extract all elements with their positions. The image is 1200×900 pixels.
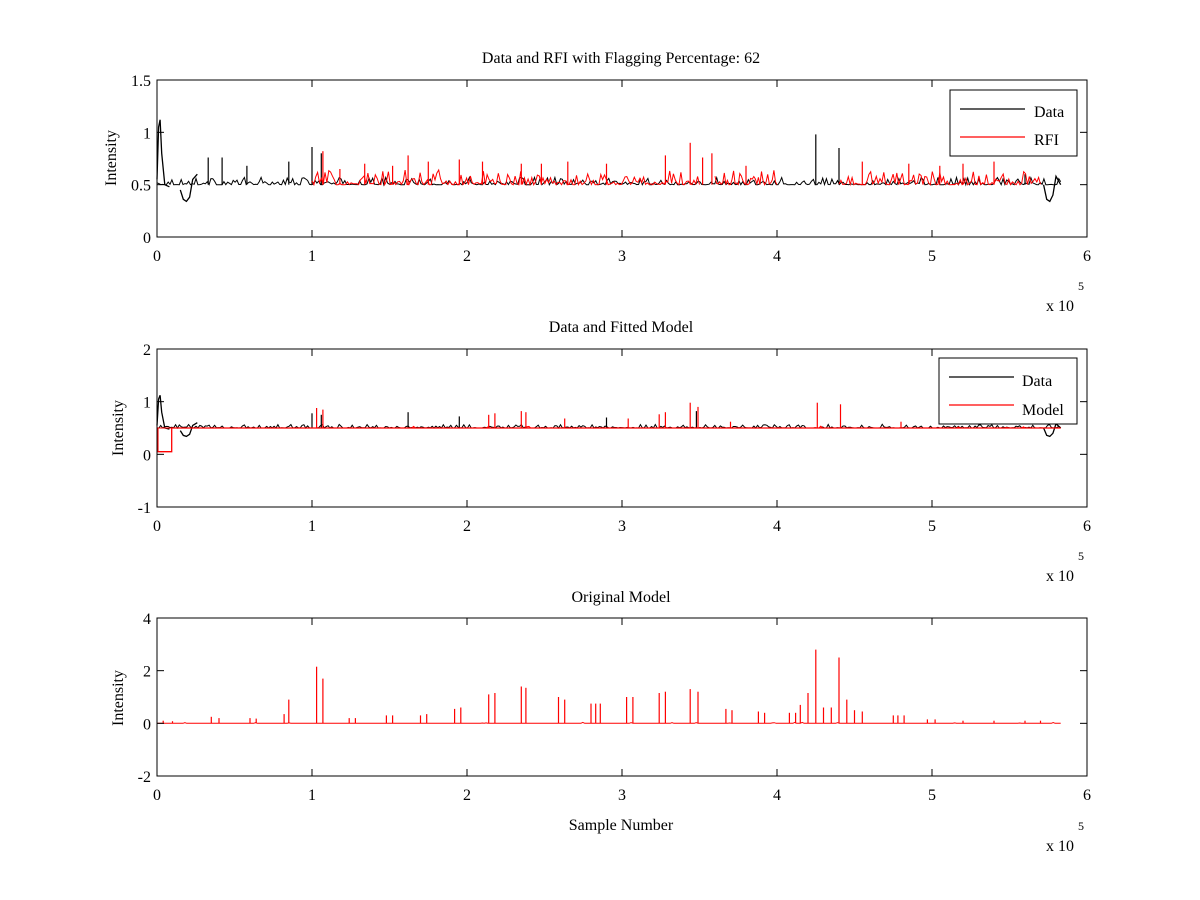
subplot-1-ytick-label-0: 0: [143, 230, 151, 247]
subplot-3-series-original-model: [157, 649, 1061, 724]
subplot-1-legend-label-rfi: RFI: [1034, 132, 1059, 149]
subplot-1-x-multiplier-exponent: 5: [1078, 279, 1084, 293]
subplot-3-xtick-label-2: 2: [463, 787, 471, 804]
subplot-1-xtick-label-1: 1: [308, 248, 316, 265]
subplot-2-legend: Data Model: [938, 357, 1078, 425]
subplot-3-ytick-label-2: 2: [143, 664, 151, 681]
subplot-2-ytick-label-0: -1: [138, 500, 151, 517]
subplot-3-x-multiplier-base: x 10: [1046, 838, 1074, 855]
subplot-1-legend: Data RFI: [949, 89, 1078, 157]
subplot-2-ytick-label-3: 2: [143, 342, 151, 359]
subplot-2-x-multiplier-exponent: 5: [1078, 549, 1084, 563]
subplot-2-xtick-label-2: 2: [463, 518, 471, 535]
subplot-1-series-data-feature-1: [179, 173, 198, 203]
subplot-3-ytick-label-3: 4: [143, 611, 151, 628]
subplot-2-xtick-label-3: 3: [618, 518, 626, 535]
subplot-1-title: Data and RFI with Flagging Percentage: 6…: [482, 50, 760, 67]
subplot-1-series-rfi: [311, 142, 1041, 187]
subplot-1-xtick-label-6: 6: [1083, 248, 1091, 265]
subplot-1-xtick-label-2: 2: [463, 248, 471, 265]
subplot-3-xtick-label-0: 0: [153, 787, 161, 804]
subplot-1-xtick-label-3: 3: [618, 248, 626, 265]
subplot-2-series-model-feature-0: [157, 427, 1061, 453]
subplot-1-xtick-label-5: 5: [928, 248, 936, 265]
subplot-2-series-data-feature-1: [179, 422, 198, 438]
subplot-2-x-multiplier: x 10 5: [1046, 549, 1084, 585]
subplot-1-x-multiplier: x 10 5: [1046, 279, 1084, 315]
subplot-3-x-multiplier-exponent: 5: [1078, 819, 1084, 833]
subplot-2-series-model: [157, 402, 1061, 453]
subplot-2-title: Data and Fitted Model: [549, 319, 694, 336]
subplot-1-ytick-label-3: 1.5: [131, 73, 151, 90]
subplot-1-xtick-label-0: 0: [153, 248, 161, 265]
subplot-3-xtick-label-6: 6: [1083, 787, 1091, 804]
subplot-1-axes-background: [157, 80, 1087, 237]
subplot-1: Data and RFI with Flagging Percentage: 6…: [103, 50, 1091, 315]
subplot-2-ytick-label-2: 1: [143, 395, 151, 412]
subplot-2-legend-box: [938, 357, 1078, 425]
subplot-1-series-data: [156, 119, 1062, 203]
subplot-2-xtick-label-1: 1: [308, 518, 316, 535]
subplot-1-legend-box: [949, 89, 1078, 157]
subplot-3-xtick-label-4: 4: [773, 787, 781, 804]
subplot-1-ylabel: Intensity: [103, 130, 120, 186]
subplot-1-ytick-label-2: 1: [143, 125, 151, 142]
subplot-2-legend-label-data: Data: [1022, 373, 1052, 390]
subplot-2-xtick-label-0: 0: [153, 518, 161, 535]
subplot-1-legend-label-data: Data: [1034, 104, 1064, 121]
subplot-1-ytick-label-1: 0.5: [131, 178, 151, 195]
subplot-1-plot-area: 0 1 2 3 4 5 6 0 0.5 1 1.5: [131, 73, 1091, 265]
subplot-2-legend-label-model: Model: [1022, 402, 1064, 419]
subplot-3-x-multiplier: x 10 5: [1046, 819, 1084, 855]
subplot-1-series-data-trace-0: [156, 175, 1062, 187]
subplot-3-axes-background: [157, 618, 1087, 776]
subplot-2-ylabel: Intensity: [110, 400, 127, 456]
subplot-1-series-rfi-trace-0: [311, 168, 700, 187]
subplot-2-xtick-label-6: 6: [1083, 518, 1091, 535]
subplot-1-series-data-feature-0: [156, 119, 170, 188]
subplot-2-x-multiplier-base: x 10: [1046, 568, 1074, 585]
subplot-1-xtick-label-4: 4: [773, 248, 781, 265]
subplot-3-title: Original Model: [571, 589, 671, 606]
subplot-3-ytick-label-1: 0: [143, 716, 151, 733]
subplot-3-series-original-model-trace-0: [157, 721, 1061, 724]
subplot-3-xlabel: Sample Number: [569, 817, 674, 834]
subplot-3-xtick-label-5: 5: [928, 787, 936, 804]
subplot-1-x-multiplier-base: x 10: [1046, 298, 1074, 315]
subplot-3-ylabel: Intensity: [110, 670, 127, 726]
subplot-2-xtick-label-4: 4: [773, 518, 781, 535]
subplot-3-xtick-label-3: 3: [618, 787, 626, 804]
subplot-1-series-data-feature-2: [1042, 174, 1062, 203]
subplot-2-ytick-label-1: 0: [143, 447, 151, 464]
subplot-3-xtick-label-1: 1: [308, 787, 316, 804]
subplot-3-ytick-label-0: -2: [138, 769, 151, 786]
subplot-2-xtick-label-5: 5: [928, 518, 936, 535]
